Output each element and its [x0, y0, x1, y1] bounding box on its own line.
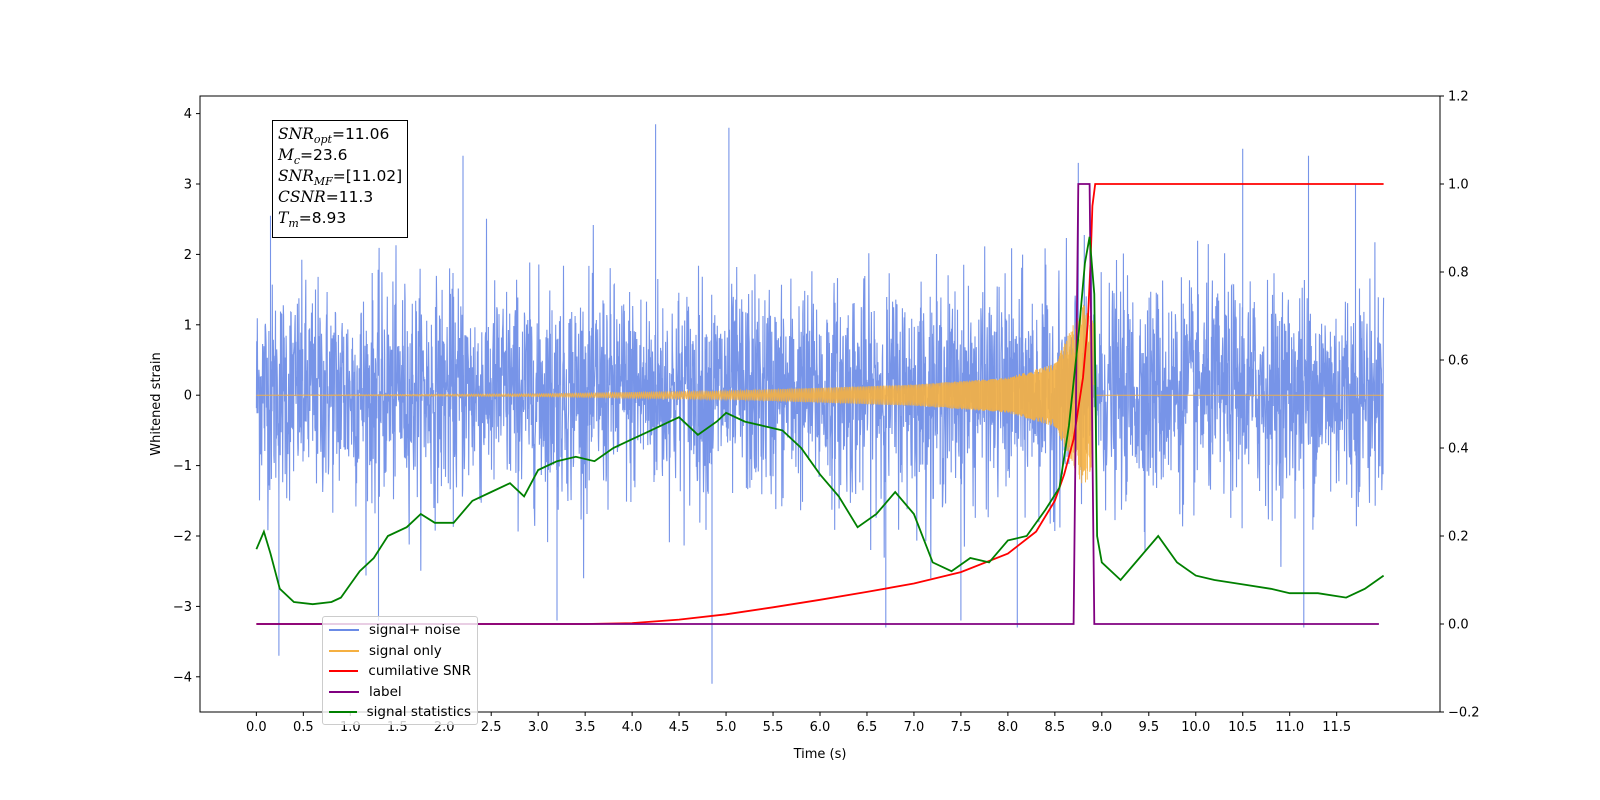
legend-swatch — [329, 649, 359, 652]
legend-item-label: label — [329, 682, 471, 703]
series-signal-statistics — [255, 236, 1385, 606]
legend-item-signal-statistics: signal statistics — [329, 702, 471, 723]
series-layer — [255, 124, 1385, 684]
stat-merger-time: Tm=8.93 — [278, 209, 347, 231]
x-tick-label: 7.0 — [904, 720, 925, 735]
y-tick-label-right: 0.4 — [1448, 442, 1469, 457]
legend-label: label — [369, 683, 402, 700]
x-tick-label: 8.5 — [1045, 720, 1066, 735]
y-tick-label-left: 2 — [184, 248, 192, 263]
legend-swatch — [329, 711, 357, 714]
y-tick-label-right: 1.0 — [1448, 178, 1469, 193]
series-signal-noise — [255, 124, 1385, 684]
stat-chirp-mass: Mc=23.6 — [278, 146, 348, 168]
x-tick-label: 5.5 — [763, 720, 784, 735]
x-tick-label: 9.0 — [1091, 720, 1112, 735]
y-tick-label-left: −2 — [173, 530, 192, 545]
y-tick-label-right: −0.2 — [1448, 706, 1480, 721]
series-label — [256, 183, 1379, 625]
x-tick-label: 4.5 — [669, 720, 690, 735]
x-tick-label: 11.5 — [1322, 720, 1351, 735]
x-tick-label: 10.0 — [1181, 720, 1210, 735]
y-axis-label-left: Whitened strain — [149, 352, 164, 455]
x-tick-label: 4.0 — [622, 720, 643, 735]
x-axis-label: Time (s) — [793, 747, 847, 762]
legend-item-cumulative-snr: cumilative SNR — [329, 661, 471, 682]
y-tick-label-right: 0.2 — [1448, 530, 1469, 545]
x-tick-label: 10.5 — [1228, 720, 1257, 735]
ticks-layer: 0.0 0.5 1.0 1.5 2.0 2.5 3.0 3.5 4.0 4.5 5.0 5.5 6.0 6… — [173, 90, 1480, 736]
y-tick-label-left: −4 — [173, 670, 192, 685]
x-tick-label: 3.0 — [528, 720, 549, 735]
stat-snr-mf: SNRMF=[11.02] — [278, 167, 403, 189]
legend-label: signal statistics — [366, 704, 471, 721]
legend-item-signal-only: signal only — [329, 641, 471, 662]
legend-swatch — [329, 690, 359, 693]
stat-snr-opt: SNRopt=11.06 — [278, 125, 390, 147]
y-tick-label-right: 0.8 — [1448, 266, 1469, 281]
y-tick-label-left: 1 — [184, 318, 192, 333]
legend-swatch — [329, 670, 359, 673]
y-tick-label-right: 0.6 — [1448, 354, 1469, 369]
legend-item-signal-noise: signal+ noise — [329, 620, 471, 641]
x-tick-label: 0.0 — [246, 720, 267, 735]
legend-swatch — [329, 629, 359, 632]
series-signal-only — [256, 304, 1384, 484]
x-tick-label: 6.5 — [857, 720, 878, 735]
x-tick-label: 3.5 — [575, 720, 596, 735]
x-tick-label: 2.5 — [481, 720, 502, 735]
y-tick-label-left: −3 — [173, 600, 192, 615]
y-tick-label-left: 3 — [184, 178, 192, 193]
y-tick-label-right: 1.2 — [1448, 90, 1469, 105]
x-tick-label: 6.0 — [810, 720, 831, 735]
x-tick-label: 7.5 — [951, 720, 972, 735]
y-tick-label-left: 0 — [184, 389, 192, 404]
y-tick-label-right: 0.0 — [1448, 618, 1469, 633]
legend-label: signal+ noise — [369, 622, 461, 639]
y-tick-label-left: −1 — [173, 459, 192, 474]
x-tick-label: 11.0 — [1275, 720, 1304, 735]
stats-annotation-box: SNRopt=11.06 Mc=23.6 SNRMF=[11.02] CSNR=… — [272, 120, 408, 238]
legend-label: signal only — [369, 642, 442, 659]
x-tick-label: 0.5 — [293, 720, 314, 735]
x-tick-label: 5.0 — [716, 720, 737, 735]
x-tick-label: 9.5 — [1138, 720, 1159, 735]
y-tick-label-left: 4 — [184, 107, 192, 122]
x-tick-label: 8.0 — [998, 720, 1019, 735]
stat-csnr: CSNR=11.3 — [278, 188, 374, 206]
chart-legend: signal+ noise signal only cumilative SNR… — [322, 616, 478, 725]
legend-label: cumilative SNR — [368, 663, 471, 680]
